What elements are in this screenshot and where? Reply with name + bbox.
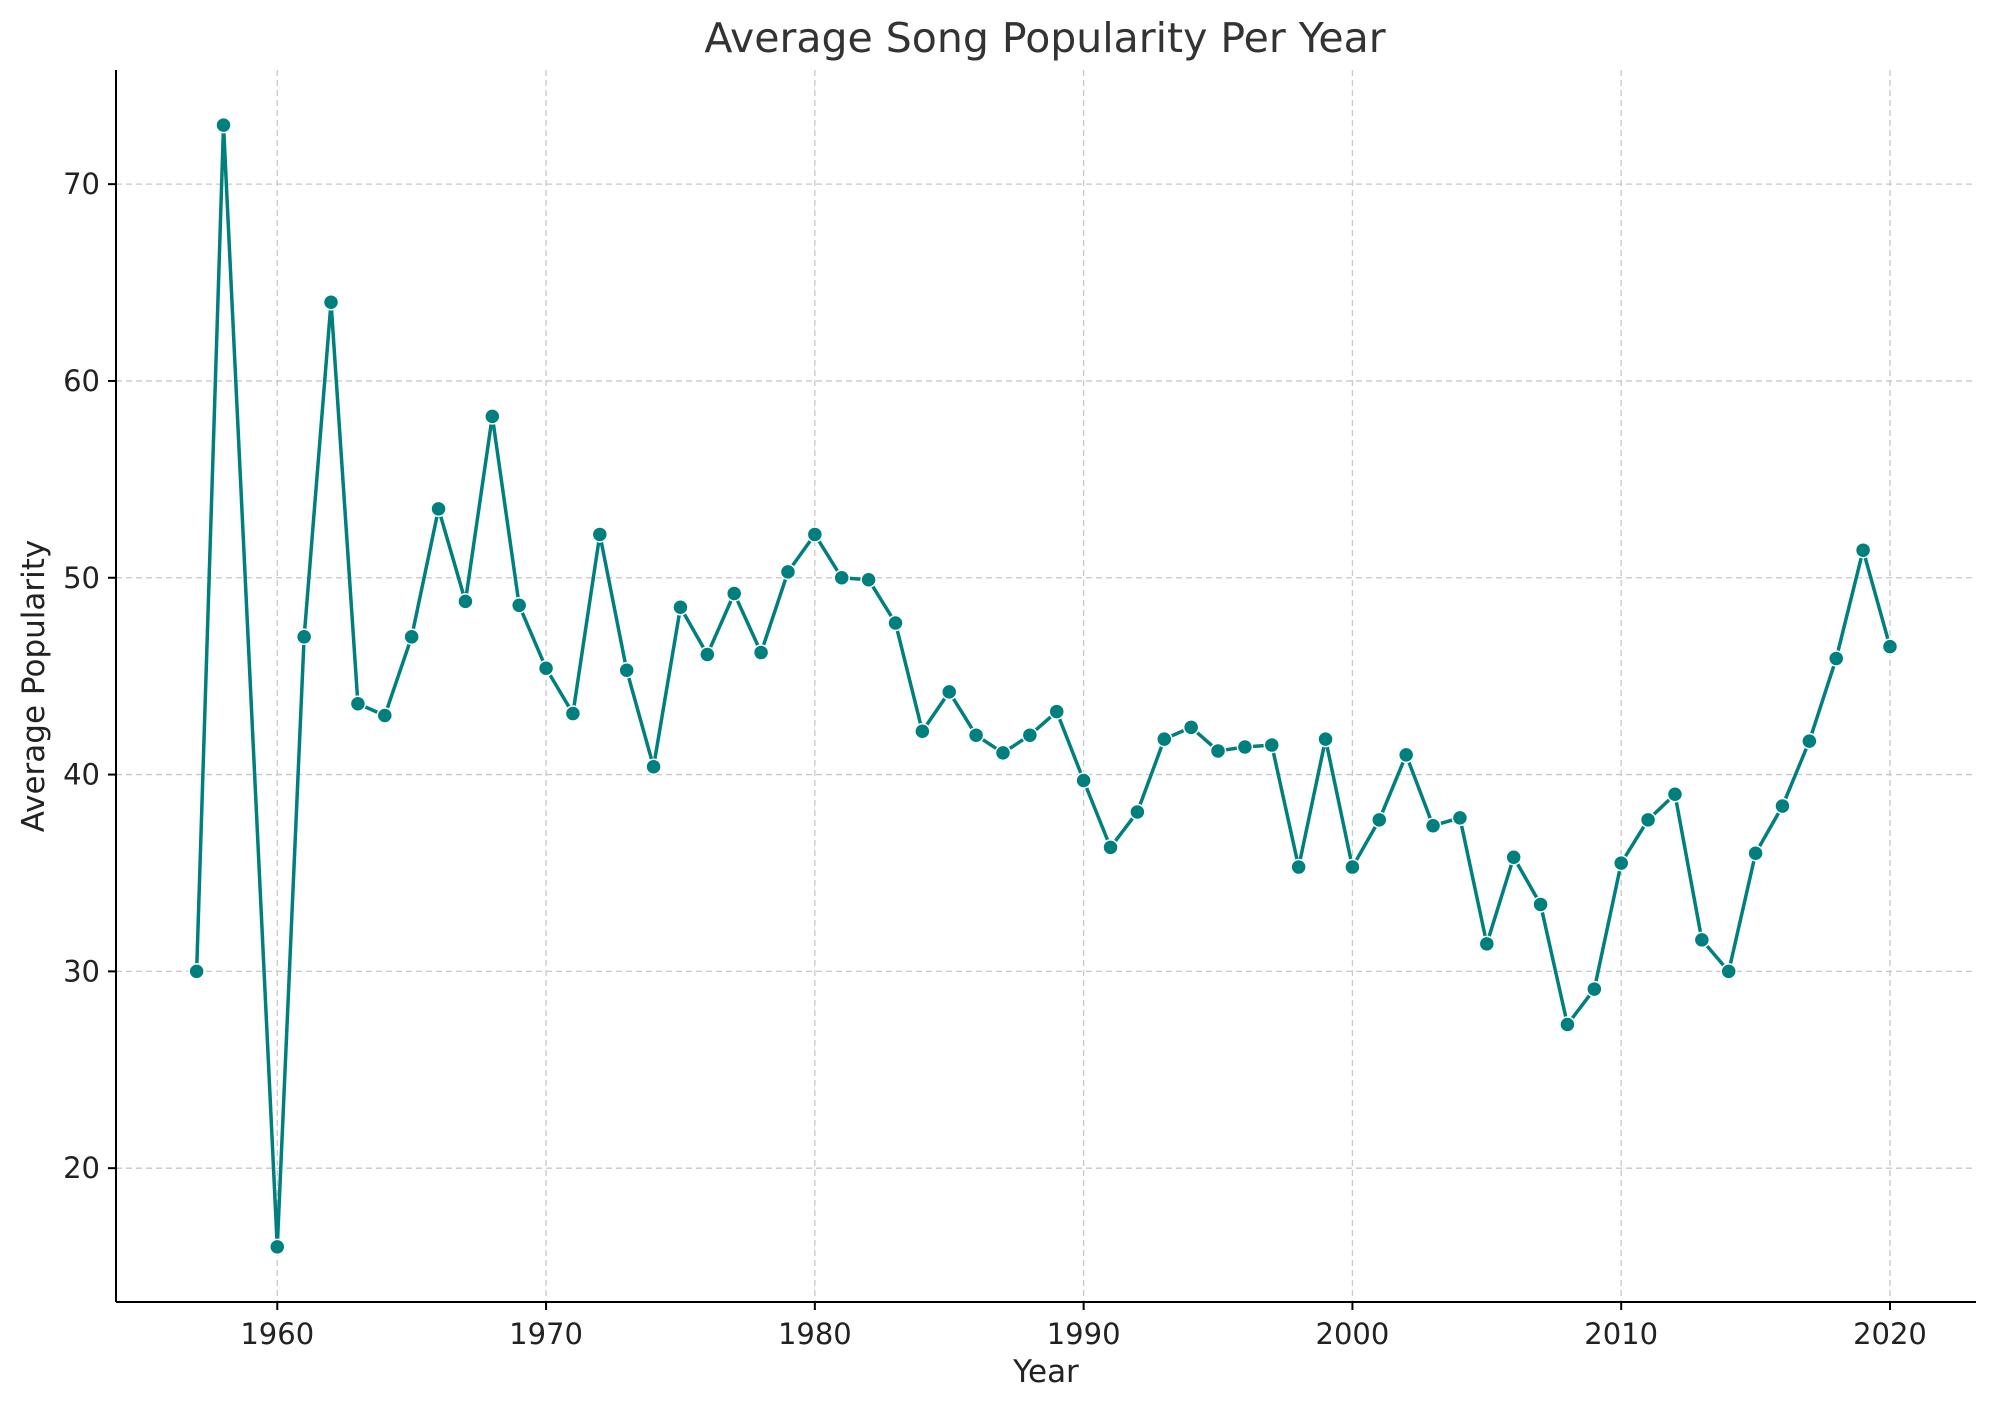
data-point	[1290, 858, 1307, 876]
x-tick-label: 2010	[1584, 1317, 1658, 1351]
y-axis-label: Average Popularity	[16, 540, 52, 833]
x-tick-label: 1960	[240, 1317, 314, 1351]
data-point	[564, 705, 582, 722]
series-line	[194, 123, 1892, 1249]
data-point	[484, 408, 501, 425]
data-point	[1801, 732, 1818, 750]
data-point	[1586, 980, 1603, 998]
data-point	[1693, 931, 1711, 949]
series	[188, 116, 1899, 1256]
data-point	[1881, 638, 1899, 655]
data-point	[349, 695, 367, 712]
data-point	[645, 758, 662, 775]
data-point	[1075, 772, 1092, 789]
data-point	[1532, 896, 1549, 913]
x-tick-label: 1970	[509, 1317, 583, 1351]
data-point	[779, 563, 797, 581]
x-tick-label: 1980	[778, 1317, 852, 1351]
x-tick-label: 2000	[1316, 1317, 1390, 1351]
y-tick-label: 70	[63, 167, 100, 201]
data-point	[1156, 730, 1173, 748]
data-point	[322, 293, 340, 311]
y-tick-label: 40	[63, 758, 100, 792]
data-point	[295, 628, 313, 646]
data-point	[887, 614, 904, 632]
data-point	[430, 500, 447, 518]
data-point	[188, 963, 205, 980]
data-point	[860, 571, 877, 588]
y-tick-label: 30	[63, 954, 100, 988]
grid	[116, 70, 1976, 1302]
y-tick-label: 60	[63, 364, 100, 398]
data-point	[1478, 935, 1496, 953]
x-tick-label: 1990	[1047, 1317, 1121, 1351]
data-point	[1048, 703, 1066, 720]
data-point	[725, 585, 743, 602]
x-axis-label: Year	[1012, 1354, 1079, 1390]
x-tick-label: 2020	[1853, 1317, 1927, 1351]
data-point	[1182, 719, 1200, 736]
data-point	[1639, 811, 1657, 829]
data-point	[457, 593, 474, 610]
data-point	[1612, 854, 1630, 872]
data-point	[672, 599, 689, 616]
data-point	[1854, 541, 1872, 559]
data-point	[1747, 845, 1764, 862]
data-point	[994, 744, 1012, 762]
data-point	[215, 116, 232, 134]
data-point	[1666, 785, 1684, 803]
data-point	[1102, 839, 1119, 856]
data-point	[537, 660, 555, 677]
data-point	[1559, 1016, 1576, 1033]
data-point	[833, 569, 850, 587]
data-point	[591, 526, 609, 543]
y-tick-label: 50	[63, 561, 100, 595]
data-point	[1371, 811, 1388, 829]
data-point	[1505, 848, 1522, 866]
data-point	[618, 662, 635, 679]
data-point	[269, 1238, 286, 1256]
data-point	[806, 526, 824, 543]
data-point	[699, 646, 716, 663]
data-point	[1424, 817, 1442, 834]
data-point	[1209, 742, 1227, 760]
y-tick-label: 20	[63, 1151, 100, 1185]
data-point	[1317, 730, 1334, 748]
chart-title: Average Song Popularity Per Year	[704, 14, 1385, 62]
data-point	[403, 628, 420, 646]
data-point	[1236, 738, 1254, 756]
data-point	[1774, 797, 1791, 815]
data-point	[376, 707, 394, 724]
data-point	[967, 726, 985, 744]
data-point	[1397, 746, 1415, 764]
data-point	[1021, 726, 1039, 744]
data-point	[1129, 803, 1146, 821]
data-point	[1263, 736, 1281, 754]
data-point	[914, 723, 931, 740]
data-point	[1344, 858, 1361, 876]
data-point	[510, 597, 528, 614]
axes	[115, 70, 1976, 1303]
data-point	[752, 644, 770, 661]
data-point	[1451, 809, 1469, 827]
data-point	[940, 683, 958, 701]
data-point	[1827, 650, 1845, 667]
data-point	[1720, 963, 1737, 980]
